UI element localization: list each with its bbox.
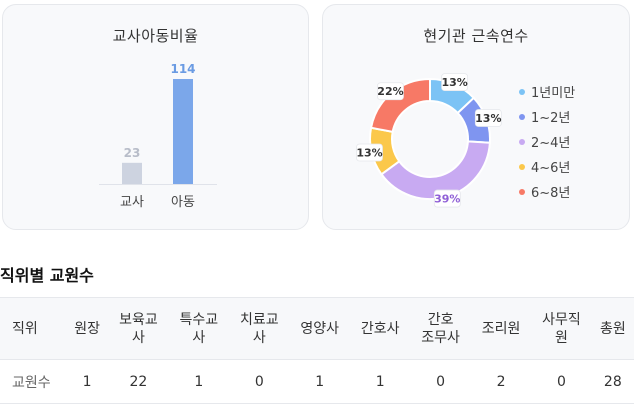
- donut-label-box: [433, 189, 461, 208]
- table-cell: 0: [229, 359, 290, 404]
- table-cell: 28: [591, 359, 634, 404]
- table-cell: 1: [168, 359, 230, 404]
- legend-item: 2~4년: [519, 129, 575, 154]
- donut-value-label: 13%: [441, 73, 469, 91]
- column-header: 직위: [0, 297, 66, 360]
- column-header: 특수교 사: [168, 297, 230, 360]
- legend-label: 1~2년: [531, 111, 571, 126]
- ratio-card-title: 교사아동비율: [112, 27, 199, 45]
- column-header: 총원: [591, 297, 634, 360]
- table-row: 교원수 1 22 1 0 1 1 0 2 0 28: [0, 359, 634, 404]
- staff-by-position-table: 직위 원장 보육교 사 특수교 사 치료교 사 영양사 간호사 간호 조무사 조리원 사무직 원 총원 교원수…: [0, 297, 634, 404]
- tenure-donut-chart: 13% 13% 39% 13% 22%: [356, 73, 502, 208]
- donut-value-label: 22%: [377, 82, 404, 101]
- donut-label-box: [377, 82, 404, 101]
- legend-label: 6~8년: [531, 186, 571, 201]
- legend-dot-icon: [519, 113, 525, 120]
- table-cell: 1: [66, 359, 109, 404]
- column-header: 원장: [66, 297, 109, 360]
- donut-label-box: [474, 109, 502, 127]
- donut-label-box: [441, 73, 469, 91]
- column-header: 치료교 사: [229, 297, 290, 360]
- table-cell: 1: [349, 359, 411, 404]
- donut-value-label: 39%: [433, 189, 461, 208]
- bar: [173, 79, 193, 184]
- table-cell: 0: [410, 359, 471, 404]
- donut-value-label: 13%: [474, 109, 502, 127]
- legend-label: 4~6년: [531, 161, 571, 176]
- column-header: 조리원: [470, 297, 532, 360]
- donut-label-text: 13%: [475, 112, 501, 125]
- column-header: 사무직 원: [531, 297, 592, 360]
- bar-category-label: 아동: [171, 195, 195, 210]
- column-header: 보육교 사: [108, 297, 169, 360]
- legend-dot-icon: [519, 188, 525, 195]
- column-header: 간호사: [349, 297, 411, 360]
- tenure-card: 현기관 근속연수 13% 13% 39% 13% 22% 1년미만 1~2년 2~4년 4~6…: [322, 4, 630, 230]
- bar-value-label: 114: [170, 62, 195, 76]
- donut-label-text: 39%: [434, 193, 460, 206]
- teacher-child-ratio-card: 교사아동비율 23 교사 114 아동: [2, 4, 309, 230]
- donut-label-text: 22%: [377, 85, 403, 98]
- row-label: 교원수: [0, 359, 66, 404]
- legend-dot-icon: [519, 88, 525, 95]
- legend-item: 4~6년: [519, 154, 575, 179]
- donut-label-box: [356, 143, 383, 162]
- table-cell: 2: [470, 359, 532, 404]
- table-cell: 22: [108, 359, 169, 404]
- legend-item: 6~8년: [519, 179, 575, 204]
- donut-label-text: 13%: [356, 147, 382, 160]
- bar: [122, 162, 142, 184]
- legend-item: 1년미만: [519, 79, 575, 104]
- tenure-card-title: 현기관 근속연수: [423, 27, 529, 45]
- bar-value-label: 23: [124, 146, 141, 160]
- tenure-legend: 1년미만 1~2년 2~4년 4~6년 6~8년: [519, 79, 575, 204]
- table-header-row: 직위 원장 보육교 사 특수교 사 치료교 사 영양사 간호사 간호 조무사 조리원 사무직 원 총원: [0, 297, 634, 360]
- staff-section-title: 직위별 교원수: [0, 266, 94, 285]
- bar-category-label: 교사: [120, 195, 144, 210]
- legend-dot-icon: [519, 163, 525, 170]
- column-header: 간호 조무사: [410, 297, 471, 360]
- donut-slice: [369, 77, 431, 134]
- ratio-bar-chart: 23 교사 114 아동: [99, 62, 217, 210]
- legend-label: 2~4년: [531, 136, 571, 151]
- table-cell: 1: [289, 359, 350, 404]
- donut-value-label: 13%: [356, 143, 383, 162]
- legend-label: 1년미만: [531, 86, 576, 101]
- column-header: 영양사: [289, 297, 350, 360]
- donut-label-text: 13%: [441, 76, 467, 89]
- legend-dot-icon: [519, 138, 525, 145]
- legend-item: 1~2년: [519, 104, 575, 129]
- table-cell: 0: [531, 359, 592, 404]
